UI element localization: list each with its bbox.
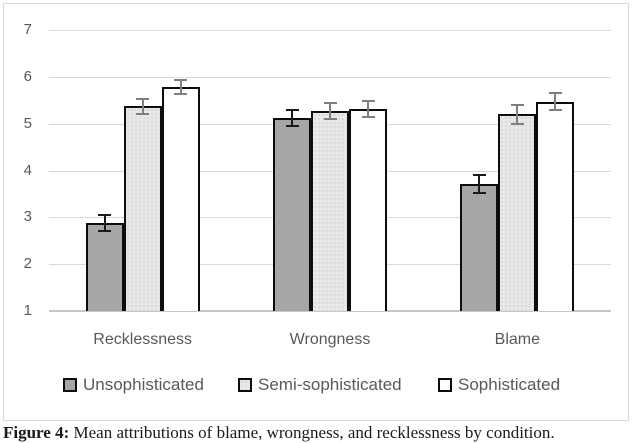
error-bar-cap [472,191,486,194]
bar [349,108,387,311]
bar [123,106,162,311]
category-label: Blame [494,331,541,348]
bar-chart-figure: 1 2 3 4 5 6 7 Recklessness Wrongness Blame Unsophi… [3,3,629,421]
x-axis-line [49,310,611,312]
error-bar-line [516,104,519,124]
error-bar-line [478,175,481,193]
y-tick-label: 7 [23,21,32,38]
bar [311,110,349,311]
bar [536,101,575,311]
y-tick-label: 5 [23,114,32,132]
error-bar-line [141,98,144,114]
y-tick-label: 1 [23,302,32,319]
error-bar-line [103,214,106,232]
error-bar-cap [472,174,486,177]
error-bar-line [554,93,557,111]
figure-caption-label: Figure 4: [3,423,70,442]
error-bar-cap [98,213,112,216]
legend-item: Semi-sophisticated [238,375,402,395]
error-bar-cap [174,79,188,82]
error-bar-cap [323,101,337,104]
bar [273,118,311,311]
error-bar-cap [285,108,299,111]
gridline [49,30,611,31]
error-bar-cap [510,122,524,125]
error-bar-cap [174,93,188,96]
bar [460,184,499,311]
category-label: Wrongness [289,331,371,348]
bar [161,87,200,311]
error-bar-cap [510,103,524,106]
legend-item: Unsophisticated [63,375,204,395]
legend-item: Sophisticated [438,375,560,395]
legend-label: Sophisticated [458,375,561,394]
error-bar-line [367,100,369,117]
y-tick-label: 2 [23,255,32,273]
error-bar-line [291,109,293,127]
error-bar-cap [136,97,150,100]
error-bar-cap [323,117,337,120]
error-bar-cap [136,112,150,115]
y-tick-label: 6 [23,67,32,85]
error-bar-line [329,102,331,119]
error-bar-cap [361,115,375,118]
legend-label: Semi-sophisticated [258,375,402,394]
legend-swatch-icon [238,378,252,392]
legend-swatch-icon [63,378,77,392]
error-bar-line [179,80,182,95]
category-label: Recklessness [93,331,193,348]
figure-caption-text: Mean attributions of blame, wrongness, a… [69,423,555,442]
legend-swatch-icon [438,378,452,392]
bar [85,222,124,311]
error-bar-cap [98,230,112,233]
gridline [49,76,611,78]
error-bar-cap [361,99,375,102]
bar [498,114,537,311]
y-tick-label: 4 [23,161,32,179]
legend-label: Unsophisticated [83,375,204,394]
y-tick-label: 3 [23,208,32,226]
error-bar-cap [548,109,562,112]
error-bar-cap [548,92,562,95]
figure-caption: Figure 4: Mean attributions of blame, wr… [3,423,637,443]
error-bar-cap [285,125,299,128]
